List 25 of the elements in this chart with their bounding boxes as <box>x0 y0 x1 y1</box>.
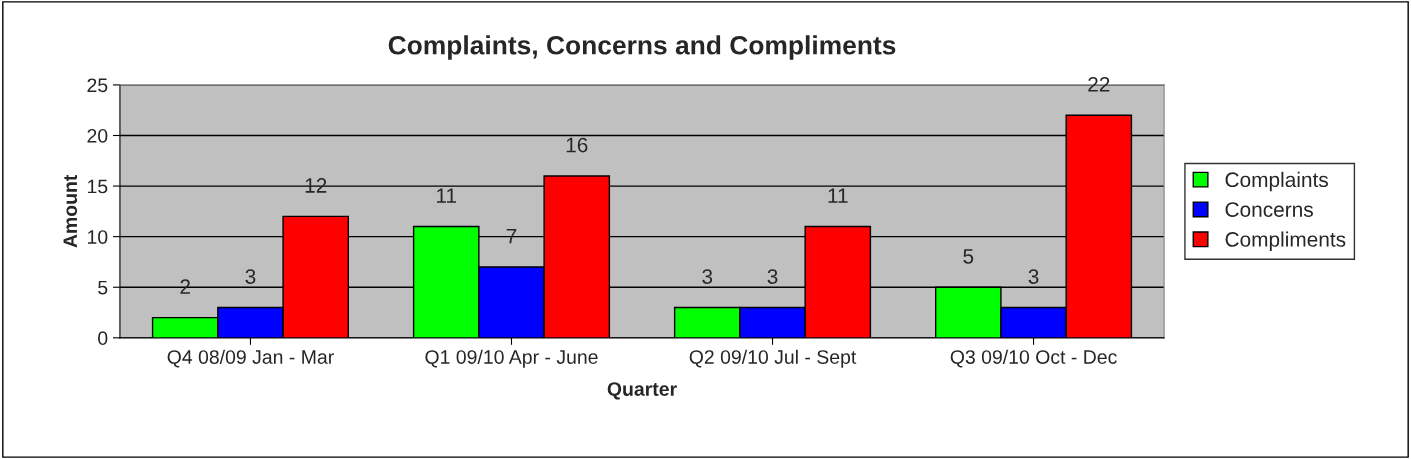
x-tick-label: Q2 09/10 Jul - Sept <box>689 349 857 368</box>
chart-title: Complaints, Concerns and Compliments <box>388 35 896 60</box>
data-label: 3 <box>1028 269 1039 284</box>
y-tick-label: 15 <box>87 179 108 194</box>
x-tick-label: Q4 08/09 Jan - Mar <box>167 349 334 368</box>
data-label: 3 <box>702 269 713 284</box>
legend-label: Concerns <box>1225 202 1313 217</box>
x-axis-title: Quarter <box>607 382 677 400</box>
data-label: 3 <box>245 269 256 284</box>
data-label: 3 <box>767 269 778 284</box>
x-tick-label: Q1 09/10 Apr - June <box>425 349 598 368</box>
data-label: 16 <box>566 137 588 153</box>
data-label: 22 <box>1088 76 1110 92</box>
data-label: 11 <box>437 188 457 203</box>
y-tick-label: 10 <box>87 230 108 244</box>
y-tick-label: 20 <box>87 128 108 143</box>
y-tick-label: 5 <box>98 280 108 295</box>
y-tick-label: 0 <box>98 331 108 346</box>
data-label: 11 <box>828 188 848 203</box>
legend-label: Complaints <box>1225 171 1328 192</box>
x-tick-label: Q3 09/10 Oct - Dec <box>950 349 1117 368</box>
y-tick-label: 25 <box>87 78 108 93</box>
y-axis-title: Amount <box>63 174 78 248</box>
legend-label: Compliments <box>1225 231 1346 251</box>
data-label: 5 <box>963 249 974 264</box>
